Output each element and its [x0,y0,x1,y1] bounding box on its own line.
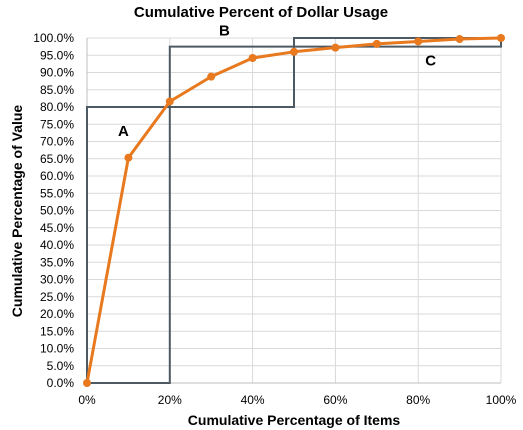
zone-label-c: C [425,53,436,70]
y-tick-label: 90.0% [40,66,74,80]
y-tick-label: 70.0% [40,135,74,149]
y-tick-label: 35.0% [40,255,74,269]
y-tick-label: 80.0% [40,100,74,114]
y-tick-label: 45.0% [40,221,74,235]
y-tick-label: 30.0% [40,273,74,287]
y-tick-label: 60.0% [40,169,74,183]
y-tick-label: 95.0% [40,48,74,62]
y-tick-label: 75.0% [40,117,74,131]
y-tick-label: 10.0% [40,342,74,356]
data-point [165,97,174,106]
y-tick-label: 40.0% [40,238,74,252]
zone-b-box [168,45,295,108]
chart-title: Cumulative Percent of Dollar Usage [134,4,388,21]
x-tick-label: 40% [241,393,265,407]
x-tick-label: 20% [158,393,182,407]
y-tick-label: 85.0% [40,83,74,97]
x-tick-label: 60% [323,393,347,407]
x-tick-label: 80% [406,393,430,407]
zone-label-b: B [219,23,230,40]
y-tick-label: 0.0% [47,376,75,390]
abc-zones [86,37,502,384]
y-tick-label: 15.0% [40,324,74,338]
data-point [248,54,257,63]
y-tick-label: 5.0% [47,359,75,373]
data-point [414,37,423,46]
zone-a-box [86,106,171,384]
series-layer [83,34,505,387]
y-tick-label: 65.0% [40,152,74,166]
y-tick-label: 55.0% [40,186,74,200]
data-point [83,379,91,387]
x-tick-label: 100% [486,393,517,407]
data-point [497,34,505,42]
y-tick-label: 50.0% [40,204,74,218]
y-axis-title: Cumulative Percentage of Value [9,105,25,318]
data-point [207,72,216,81]
zone-c-box [293,37,502,48]
data-point [331,43,340,52]
tick-labels: 0.0% 5.0% 10.0% 15.0% 20.0% 25.0% 30.0% 35.0% 40… [33,31,516,407]
data-point [290,47,298,56]
zone-label-a: A [118,123,129,140]
zone-labels: A B C [118,23,436,140]
x-tick-label: 0% [78,393,96,407]
y-tick-label: 100.0% [33,31,74,45]
y-tick-label: 20.0% [40,307,74,321]
data-point [455,35,464,44]
data-point [124,153,133,162]
x-axis-title: Cumulative Percentage of Items [188,412,401,428]
y-tick-label: 25.0% [40,290,74,304]
data-point [372,39,381,48]
